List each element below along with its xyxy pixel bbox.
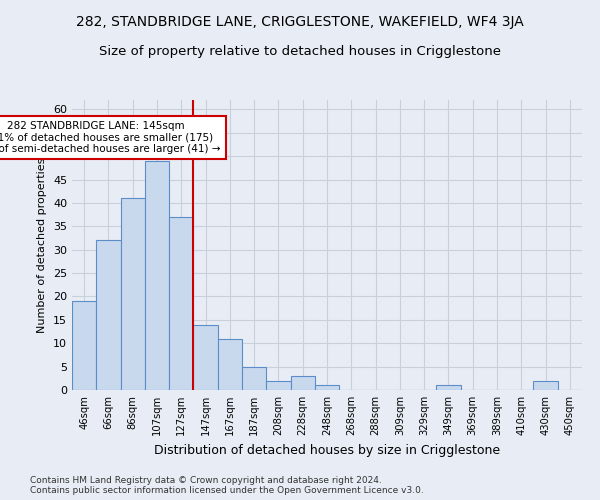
Bar (72, 301, 96, 390)
Bar (436, 386, 461, 390)
Bar (169, 217, 193, 390)
Bar (242, 366, 266, 390)
Bar (533, 380, 558, 390)
Text: Size of property relative to detached houses in Crigglestone: Size of property relative to detached ho… (99, 45, 501, 58)
Text: 282, STANDBRIDGE LANE, CRIGGLESTONE, WAKEFIELD, WF4 3JA: 282, STANDBRIDGE LANE, CRIGGLESTONE, WAK… (76, 15, 524, 29)
Bar (96, 240, 121, 390)
Bar (266, 380, 290, 390)
Bar (193, 324, 218, 390)
Bar (218, 338, 242, 390)
Bar (290, 376, 315, 390)
X-axis label: Distribution of detached houses by size in Crigglestone: Distribution of detached houses by size … (154, 444, 500, 456)
Text: Contains HM Land Registry data © Crown copyright and database right 2024.
Contai: Contains HM Land Registry data © Crown c… (30, 476, 424, 495)
Text: 282 STANDBRIDGE LANE: 145sqm
← 81% of detached houses are smaller (175)
19% of s: 282 STANDBRIDGE LANE: 145sqm ← 81% of de… (0, 121, 221, 154)
Y-axis label: Number of detached properties: Number of detached properties (37, 158, 47, 332)
Bar (121, 198, 145, 390)
Bar (145, 161, 169, 390)
Bar (315, 386, 339, 390)
